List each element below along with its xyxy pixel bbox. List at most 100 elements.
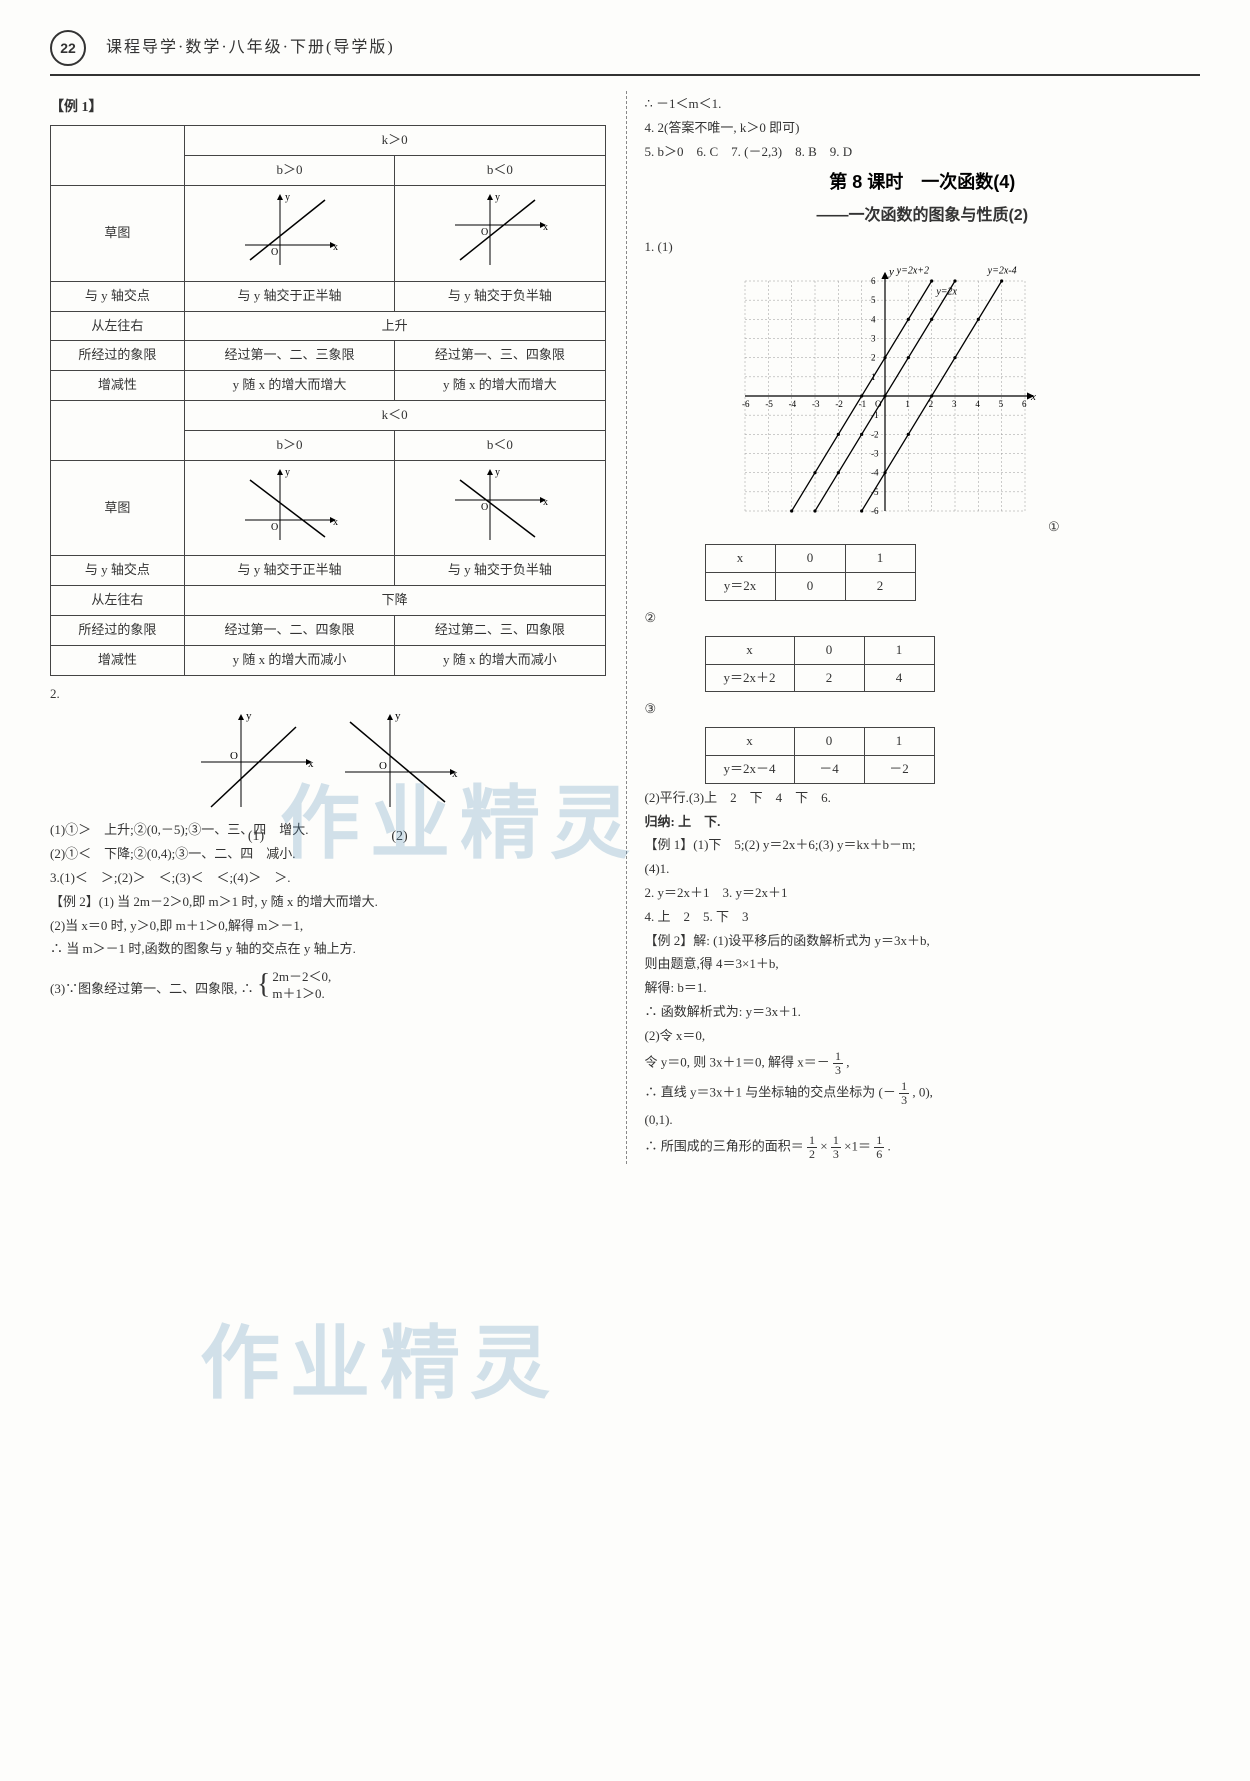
frac-n: 1 [833,1050,843,1064]
sketch-kpbp-icon: xyO [235,190,345,270]
svg-text:-3: -3 [812,399,820,409]
svg-text:O: O [230,750,238,762]
cell: 经过第一、二、四象限 [184,615,394,645]
cell: 2 [794,664,864,692]
cell: 经过第一、三、四象限 [395,341,605,371]
r-ex2a: 【例 2】解: (1)设平移后的函数解析式为 y＝3x＋b, [645,931,1201,952]
cell: －2 [864,755,934,783]
b-neg: b＜0 [395,156,605,186]
r-ex1: 【例 1】(1)下 5;(2) y＝2x＋6;(3) y＝kx＋b－m; [645,835,1201,856]
svg-text:4: 4 [975,399,980,409]
ex2-l4a: (3)∵图象经过第一、二、四象限, ∴ [50,981,254,996]
cell: 0 [794,728,864,756]
right-column: ∴ －1＜m＜1. 4. 2(答案不唯一, k＞0 即可) 5. b＞0 6. … [626,91,1201,1164]
page-title: 课程导学·数学·八年级·下册(导学版) [106,35,395,61]
q3: 3.(1)＜ ＞;(2)＞ ＜;(3)＜ ＜;(4)＞ ＞. [50,868,606,889]
svg-text:-2: -2 [871,429,879,439]
table-3: x01 y＝2x－4－4－2 [705,727,935,784]
frac-d: 6 [874,1148,884,1161]
row-quad: 所经过的象限 [51,341,185,371]
cell: y 随 x 的增大而减小 [395,645,605,675]
svg-text:-3: -3 [871,448,879,458]
svg-text:x: x [333,517,338,528]
watermark: 作业精灵 [200,1300,560,1428]
svg-text:-6: -6 [871,506,879,516]
r-ex2b: 则由题意,得 4＝3×1＋b, [645,954,1201,975]
ex2-l3: ∴ 当 m＞－1 时,函数的图象与 y 轴的交点在 y 轴上方. [50,939,606,960]
cell: y 随 x 的增大而减小 [184,645,394,675]
cell: 与 y 轴交于正半轴 [184,556,394,586]
svg-text:O: O [481,502,488,513]
cell: 下降 [184,586,605,616]
svg-text:-5: -5 [765,399,773,409]
row-quad: 所经过的象限 [51,615,185,645]
table-1: x01 y＝2x02 [705,544,916,601]
svg-text:x: x [543,497,548,508]
svg-text:x: x [1030,391,1036,403]
svg-text:-4: -4 [788,399,796,409]
ex2-l4: (3)∵图象经过第一、二、四象限, ∴ { 2m－2＜0, m＋1＞0. [50,963,606,1008]
frac-n: 1 [899,1080,909,1094]
lesson-title: 第 8 课时 一次函数(4) [645,168,1201,197]
sketch-cell: x y O [395,460,605,556]
svg-text:y: y [888,266,894,278]
frac-n: 1 [874,1134,884,1148]
svg-text:y: y [395,710,401,722]
frac-n: 1 [807,1134,817,1148]
row-mono: 增减性 [51,371,185,401]
k-header: k＞0 [184,126,605,156]
svg-text:y: y [495,467,500,478]
cell: y 随 x 的增大而增大 [395,371,605,401]
cell: y＝2x＋2 [705,664,794,692]
r-l4: 4. 上 2 5. 下 3 [645,907,1201,928]
r-l2: 2. y＝2x＋1 3. y＝2x＋1 [645,883,1201,904]
svg-text:5: 5 [871,295,876,305]
cell: 经过第二、三、四象限 [395,615,605,645]
ex2-l2: (2)当 x＝0 时, y＞0,即 m＋1＞0,解得 m＞－1, [50,916,606,937]
circ1: ① [1048,517,1060,538]
svg-text:O: O [271,247,278,258]
r-summary: 归纳: 上 下. [645,812,1201,833]
brace-icon: { [257,963,270,1008]
svg-text:y: y [495,192,500,203]
q1: 1. (1) [645,237,1201,258]
svg-text:x: x [452,768,458,780]
page-header: 22 课程导学·数学·八年级·下册(导学版) [50,30,1200,76]
r2: 4. 2(答案不唯一, k＞0 即可) [645,118,1201,139]
svg-text:y=2x-4: y=2x-4 [986,265,1016,276]
r-ex2g: ∴ 直线 y＝3x＋1 与坐标轴的交点坐标为 (－ 13 , 0), [645,1080,1201,1107]
svg-text:3: 3 [871,333,876,343]
circ2: ② [645,608,657,629]
sketch-knbp-icon: x y O [235,465,345,545]
page-number: 22 [50,30,86,66]
r1: ∴ －1＜m＜1. [645,94,1201,115]
svg-text:5: 5 [998,399,1003,409]
cell: －4 [794,755,864,783]
svg-text:3: 3 [952,399,957,409]
r-ex2i-b: × [820,1139,827,1154]
r-ex2i: ∴ 所围成的三角形的面积＝ 12 × 13 ×1＝ 16 . [645,1134,1201,1161]
r-ex2e: (2)令 x＝0, [645,1026,1201,1047]
cell: 1 [864,728,934,756]
cell: 4 [864,664,934,692]
svg-text:O: O [481,227,488,238]
svg-text:O: O [271,522,278,533]
k-header-neg: k＜0 [184,400,605,430]
row-yint: 与 y 轴交点 [51,281,185,311]
svg-text:y: y [285,467,290,478]
cell: y＝2x－4 [705,755,794,783]
r-ex2i-a: ∴ 所围成的三角形的面积＝ [645,1139,804,1154]
cell: y 随 x 的增大而增大 [184,371,394,401]
row-sketch: 草图 [51,460,185,556]
row-yint: 与 y 轴交点 [51,556,185,586]
cell: 0 [775,573,845,601]
svg-text:4: 4 [871,314,876,324]
q2-graph1-icon: xyO [186,707,326,817]
cell: x [705,728,794,756]
r-ex2f-b: , [846,1054,849,1069]
q2-line2: (2)①＜ 下降;②(0,4);③一、二、四 减小. [50,844,606,865]
sketch-cell: x y O [184,460,394,556]
sketch-cell: xyO [395,185,605,281]
cell: 1 [864,636,934,664]
svg-text:-1: -1 [858,399,866,409]
